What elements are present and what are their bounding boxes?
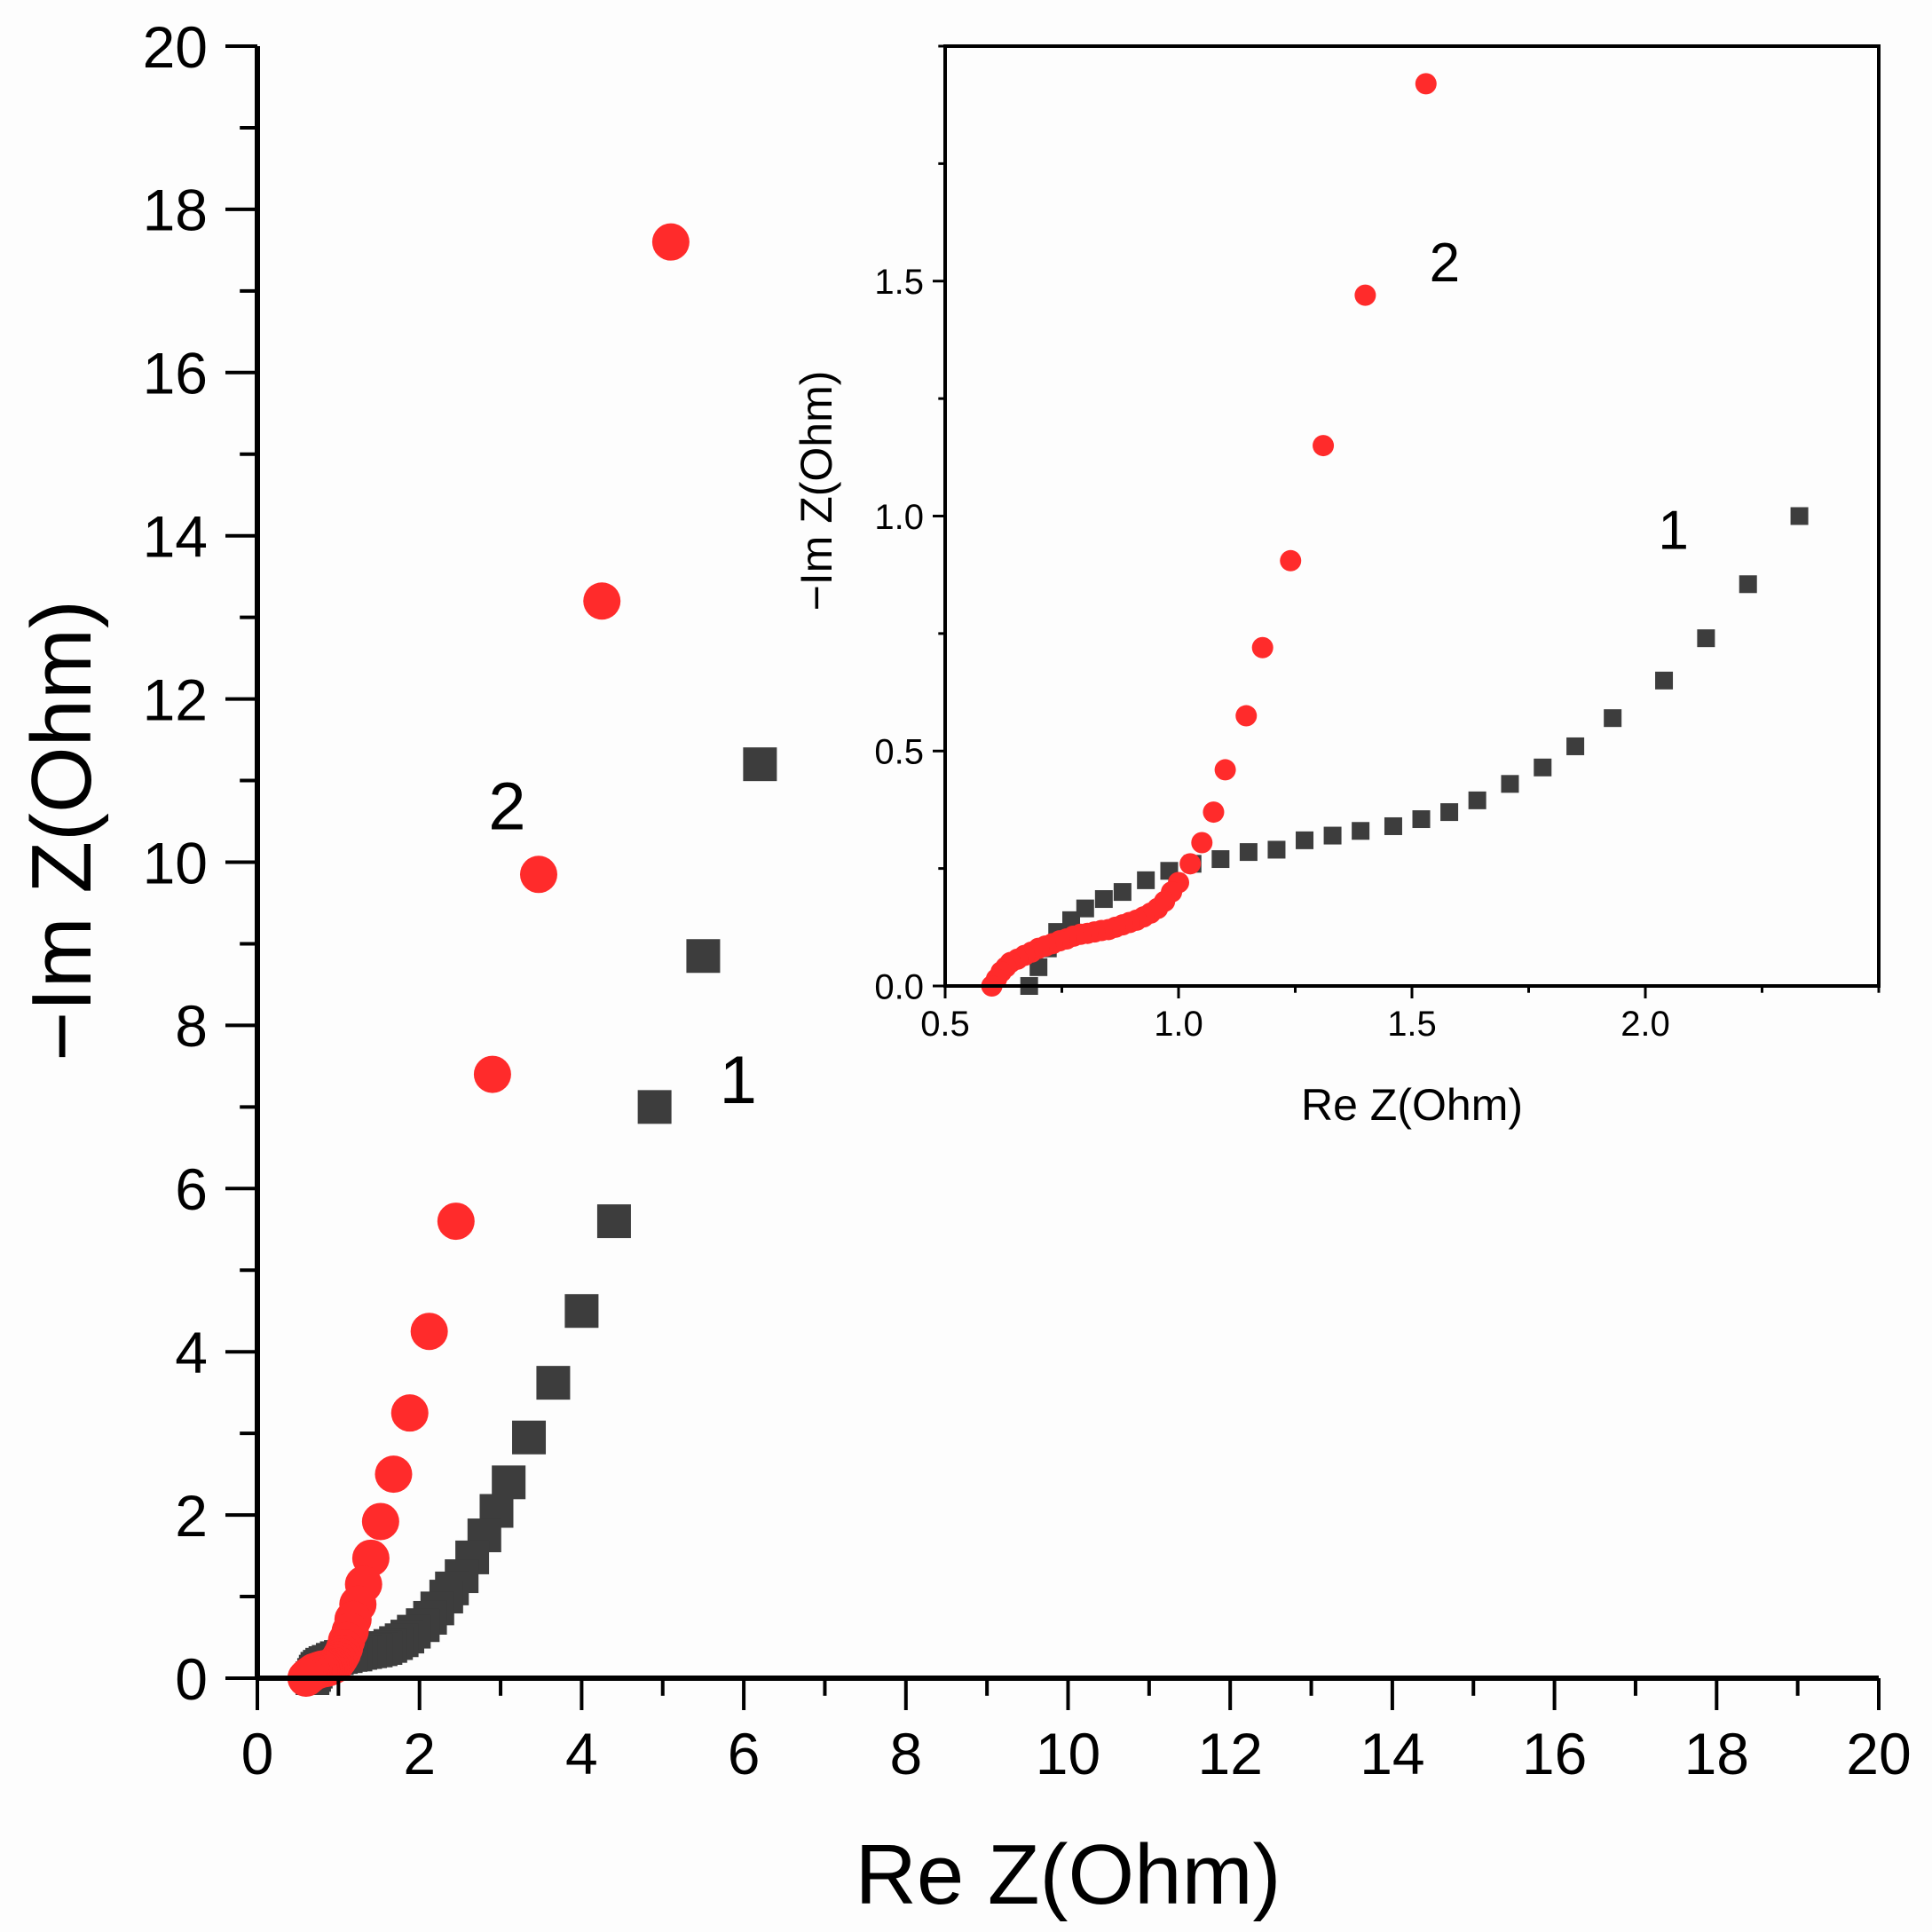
main-data-point-circle: [410, 1313, 448, 1351]
main-y-tick-label: 6: [175, 1156, 208, 1222]
inset-data-point-circle: [1313, 435, 1335, 457]
inset-data-point-square: [1211, 850, 1230, 869]
inset-data-point-circle: [1203, 801, 1225, 824]
inset-data-point-square: [1094, 890, 1113, 909]
main-data-point-circle: [361, 1502, 399, 1541]
inset-data-point-square: [1029, 958, 1048, 976]
inset-series-2: [981, 73, 1437, 997]
main-data-point-circle: [519, 856, 557, 894]
main-data-point-square: [596, 1204, 631, 1239]
inset-data-point-square: [1137, 871, 1155, 889]
main-y-tick-label: 14: [143, 503, 208, 569]
main-x-tick-label: 0: [241, 1721, 274, 1786]
inset-data-point-square: [1239, 843, 1258, 862]
inset-data-point-circle: [1235, 705, 1258, 727]
inset-data-point-square: [1697, 629, 1715, 648]
inset-data-point-circle: [1214, 759, 1236, 781]
main-y-tick-label: 20: [143, 14, 208, 80]
inset-y-tick-label: 1.5: [874, 263, 924, 302]
inset-data-point-square: [1534, 758, 1552, 777]
inset-data-point-square: [1062, 911, 1081, 929]
main-data-point-circle: [390, 1394, 429, 1432]
main-x-tick-label: 2: [403, 1721, 436, 1786]
inset-data-point-square: [1566, 737, 1585, 755]
inset-data-point-square: [1468, 791, 1486, 809]
main-y-tick-label: 4: [175, 1320, 208, 1385]
main-data-point-square: [536, 1366, 571, 1400]
inset-data-point-circle: [1415, 73, 1437, 95]
inset-data-point-circle: [1280, 549, 1302, 572]
main-y-tick-label: 16: [143, 341, 208, 406]
inset-y-tick-label: 0.5: [874, 733, 924, 772]
inset-series-label-1: 1: [1658, 501, 1688, 562]
main-data-point-square: [686, 939, 721, 974]
main-data-point-square: [512, 1420, 547, 1455]
inset-data-point-square: [1739, 575, 1757, 594]
inset-data-point-square: [1267, 840, 1286, 859]
main-data-point-square: [492, 1465, 526, 1500]
main-series-label-2: 2: [488, 769, 525, 845]
main-y-tick-label: 2: [175, 1483, 208, 1549]
inset-data-point-square: [1323, 826, 1342, 845]
inset-x-tick-label: 1.0: [1154, 1005, 1203, 1044]
main-y-axis-title: −Im Z(Ohm): [14, 600, 109, 1061]
main-x-tick-label: 6: [728, 1721, 761, 1786]
inset-data-point-square: [1113, 883, 1132, 902]
main-data-point-circle: [473, 1055, 511, 1093]
main-data-point-square: [637, 1090, 672, 1124]
inset-data-point-square: [1655, 671, 1674, 690]
main-y-tick-label: 0: [175, 1646, 208, 1712]
main-data-point-circle: [375, 1455, 413, 1494]
inset-x-axis-title: Re Z(Ohm): [1301, 1080, 1523, 1130]
inset-data-point-square: [1076, 899, 1094, 918]
inset-plot: 0.5 1.0 1.5 2.00.00.51.01.5Re Z(Ohm)−Im Z(O…: [792, 44, 1881, 1130]
main-data-point-circle: [437, 1203, 475, 1241]
main-x-tick-label: 4: [565, 1721, 598, 1786]
inset-data-point-square: [1790, 507, 1809, 525]
inset-x-tick-label: 1.5: [1387, 1005, 1437, 1044]
inset-x-tick-label: 0.5: [920, 1005, 970, 1044]
main-y-tick-label: 10: [143, 830, 208, 895]
inset-data-point-square: [1352, 822, 1370, 840]
inset-data-point-circle: [1179, 853, 1202, 875]
main-y-tick-label: 18: [143, 177, 208, 243]
main-y-tick-label: 12: [143, 666, 208, 732]
inset-data-point-square: [1412, 810, 1431, 829]
main-data-point-square: [564, 1294, 599, 1329]
main-data-point-circle: [583, 582, 621, 620]
main-x-tick-label: 10: [1036, 1721, 1100, 1786]
inset-y-axis-title: −Im Z(Ohm): [792, 371, 841, 611]
main-series-2: [287, 223, 690, 1697]
main-x-tick-label: 18: [1684, 1721, 1749, 1786]
main-series-label-1: 1: [720, 1043, 757, 1118]
inset-data-point-square: [1440, 803, 1459, 822]
inset-data-point-circle: [1354, 284, 1376, 306]
inset-data-point-square: [1604, 709, 1622, 728]
main-y-tick-label: 8: [175, 993, 208, 1059]
main-data-point-circle: [651, 223, 690, 261]
inset-data-point-circle: [1251, 636, 1274, 658]
main-x-tick-label: 20: [1846, 1721, 1911, 1786]
main-x-tick-label: 16: [1522, 1721, 1587, 1786]
inset-y-tick-label: 0.0: [874, 967, 924, 1006]
inset-data-point-square: [1384, 816, 1402, 835]
main-x-tick-label: 8: [889, 1721, 922, 1786]
main-x-tick-label: 12: [1197, 1721, 1262, 1786]
main-x-tick-label: 14: [1360, 1721, 1424, 1786]
main-x-axis-title: Re Z(Ohm): [856, 1827, 1281, 1922]
main-data-point-square: [743, 747, 777, 782]
inset-data-point-circle: [1191, 832, 1213, 854]
inset-series-label-2: 2: [1430, 233, 1460, 294]
inset-data-point-square: [1296, 831, 1314, 849]
inset-data-point-square: [1501, 775, 1519, 793]
inset-y-tick-label: 1.0: [874, 498, 924, 537]
inset-x-tick-label: 2.0: [1621, 1005, 1670, 1044]
